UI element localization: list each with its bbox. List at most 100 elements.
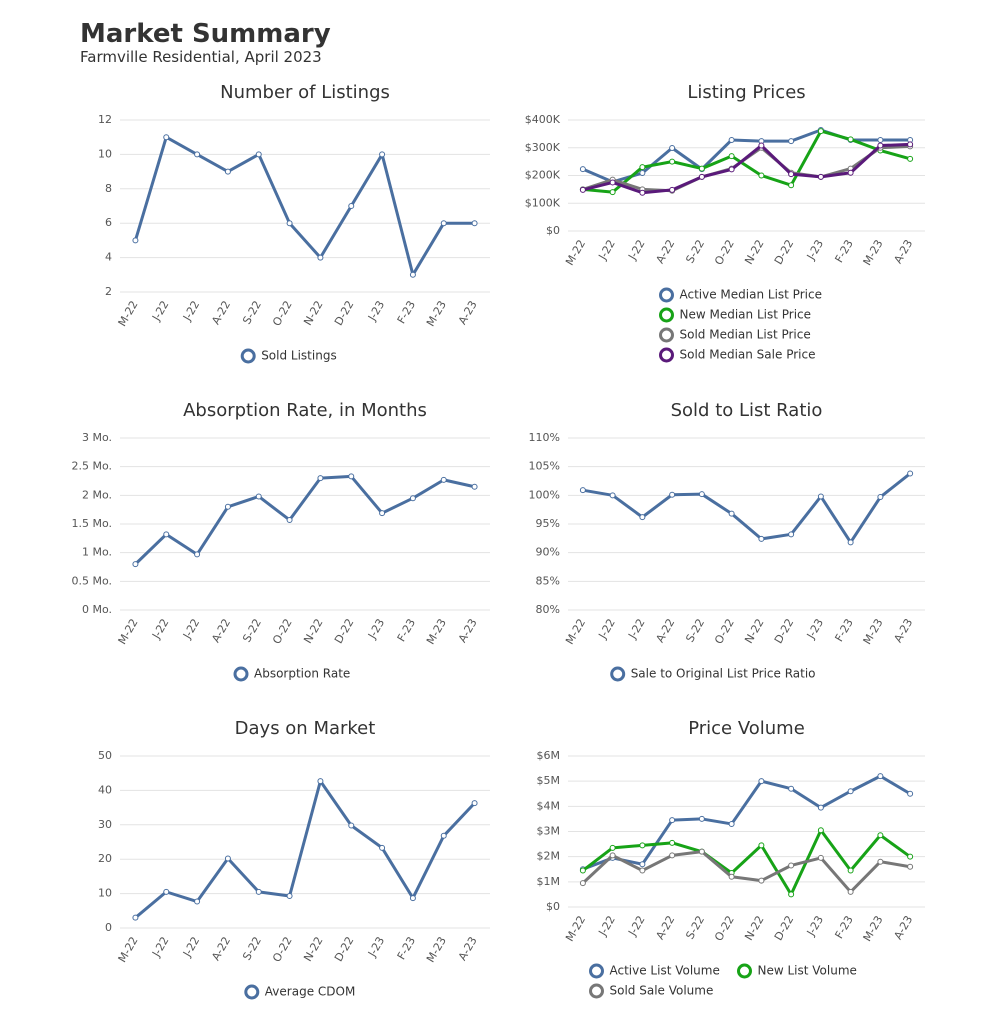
data-point — [758, 842, 765, 849]
data-point — [639, 867, 646, 874]
y-tick-label: 2 — [105, 285, 112, 298]
data-point — [132, 914, 139, 921]
data-point — [758, 535, 765, 542]
data-point — [788, 862, 795, 869]
data-point — [609, 492, 616, 499]
legend-label: Absorption Rate — [254, 667, 350, 681]
data-point — [847, 867, 854, 874]
series-line — [582, 129, 911, 194]
x-tick-label: A-22 — [209, 617, 233, 645]
data-point — [877, 136, 884, 143]
legend-label: Sold Median Sale Price — [680, 348, 816, 362]
data-point — [579, 867, 586, 874]
x-tick-label: O-22 — [712, 914, 737, 944]
x-tick-label: J-23 — [804, 617, 826, 642]
x-tick-label: O-22 — [712, 617, 737, 647]
legend-label: Sold Median List Price — [680, 328, 811, 342]
y-tick-label: $5M — [537, 774, 561, 787]
data-point — [639, 170, 646, 177]
data-point — [255, 888, 262, 895]
series-line — [582, 144, 911, 193]
x-tick-label: O-22 — [270, 935, 295, 965]
x-tick-label: M-22 — [116, 935, 141, 965]
data-point — [669, 817, 676, 824]
y-tick-label: 110% — [529, 431, 560, 444]
data-point — [758, 877, 765, 884]
data-point — [847, 539, 854, 546]
x-tick-label: J-22 — [625, 617, 647, 642]
y-tick-label: 80% — [536, 603, 560, 616]
x-tick-label: D-22 — [772, 238, 796, 267]
data-point — [758, 142, 765, 149]
data-point — [817, 173, 824, 180]
x-tick-label: O-22 — [270, 299, 295, 329]
data-point — [194, 151, 201, 158]
x-tick-label: O-22 — [270, 617, 295, 647]
data-point — [471, 800, 478, 807]
data-point — [877, 142, 884, 149]
data-point — [669, 186, 676, 193]
data-point — [440, 832, 447, 839]
x-tick-label: S-22 — [240, 299, 264, 327]
data-point — [639, 514, 646, 521]
x-tick-label: O-22 — [712, 238, 737, 268]
legend-marker — [659, 287, 674, 303]
x-tick-label: D-22 — [332, 617, 356, 646]
data-point — [728, 873, 735, 880]
x-tick-label: S-22 — [683, 914, 707, 942]
data-point — [639, 164, 646, 171]
data-point — [255, 151, 262, 158]
data-point — [194, 898, 201, 905]
series-line — [582, 472, 912, 544]
x-tick-label: M-23 — [424, 617, 449, 647]
x-tick-label: J-23 — [804, 238, 826, 263]
data-point — [847, 169, 854, 176]
x-tick-label: D-22 — [772, 914, 796, 943]
legend-marker — [244, 984, 260, 1000]
y-tick-label: $400K — [525, 113, 561, 126]
x-tick-label: J-22 — [596, 914, 618, 939]
x-tick-label: M-22 — [116, 617, 141, 647]
data-point — [847, 888, 854, 895]
x-tick-label: J-23 — [365, 935, 387, 960]
x-tick-label: J-22 — [149, 617, 171, 642]
y-tick-label: 95% — [536, 517, 560, 530]
y-tick-label: $200K — [525, 169, 561, 182]
x-tick-label: N-22 — [301, 299, 325, 328]
data-point — [348, 822, 355, 829]
data-point — [379, 510, 386, 517]
data-point — [817, 804, 824, 811]
x-tick-label: A-22 — [653, 617, 677, 645]
x-tick-label: M-23 — [424, 935, 449, 965]
legend-marker — [233, 666, 249, 682]
data-point — [669, 158, 676, 165]
series-line — [581, 828, 912, 896]
y-tick-label: 2 Mo. — [82, 488, 112, 501]
x-tick-label: J-22 — [596, 238, 618, 263]
data-point — [907, 790, 914, 797]
y-tick-label: 20 — [98, 852, 112, 865]
y-tick-label: 10 — [98, 147, 112, 160]
data-point — [286, 516, 293, 523]
series-line — [582, 142, 911, 195]
data-point — [379, 844, 386, 851]
y-tick-label: 0 — [105, 921, 112, 934]
data-point — [698, 165, 705, 172]
y-tick-label: $4M — [537, 799, 561, 812]
x-tick-label: J-22 — [149, 299, 171, 324]
x-tick-label: F-23 — [395, 299, 418, 327]
data-point — [286, 220, 293, 227]
legend-label: Sale to Original List Price Ratio — [631, 667, 816, 681]
data-point — [758, 778, 765, 785]
legend-marker — [737, 963, 752, 979]
x-tick-label: N-22 — [301, 935, 325, 964]
page-title: Market Summary — [80, 19, 331, 49]
data-point — [224, 168, 231, 175]
data-point — [907, 141, 914, 148]
data-point — [907, 155, 914, 162]
y-tick-label: 4 — [105, 251, 112, 264]
data-point — [639, 861, 646, 868]
data-point — [579, 880, 586, 887]
data-point — [317, 778, 324, 785]
